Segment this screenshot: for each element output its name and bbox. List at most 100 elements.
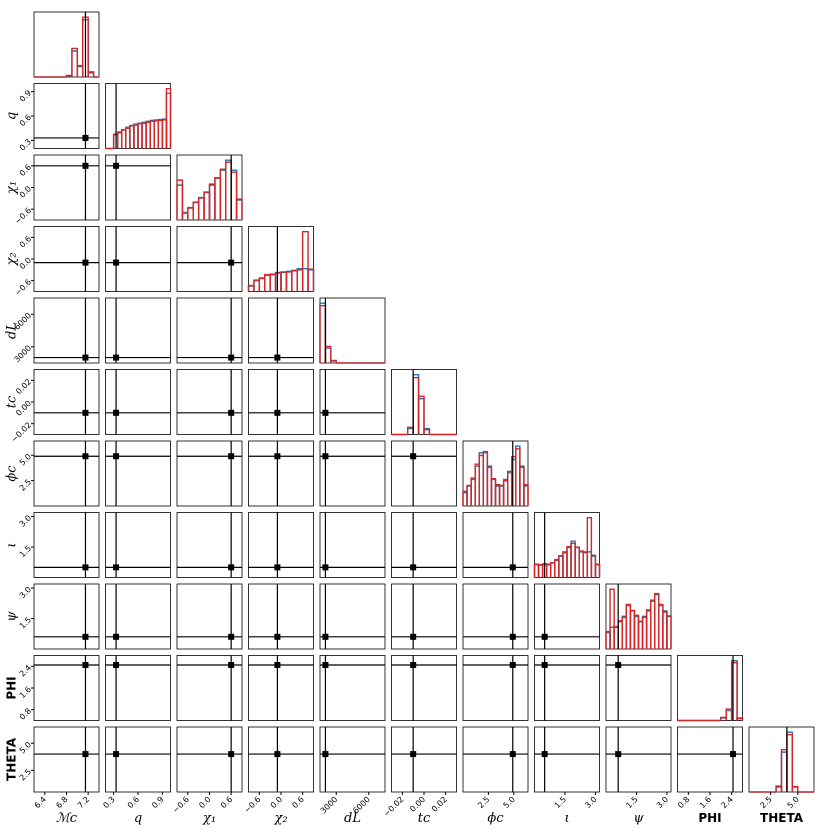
histogram-bin [786,731,794,792]
y-tick-label: 1.5 [18,544,33,559]
histogram-bin [609,588,615,649]
panel-frame [391,655,457,721]
histogram-bin [269,273,277,292]
histogram-bin [187,206,194,220]
truth-point [82,162,89,169]
x-axis-label: PHI [698,811,721,825]
panel-frame [105,440,171,507]
panel-frame [391,726,457,793]
y-axis-label: ϕc [5,465,20,482]
panel-frame [33,297,100,364]
histogram-bin [176,179,184,220]
panel-frame [319,512,386,578]
truth-point [113,453,120,460]
truth-point [322,633,329,640]
panel-frame [33,512,100,578]
histogram-bin [291,270,298,292]
panel-frame [105,655,171,721]
truth-point [322,409,329,416]
y-axis-label: tc [5,395,20,408]
y-axis-label: χ₁ [5,181,20,195]
panel-frame [391,512,457,578]
histogram-bin [730,661,738,721]
x-axis-label: ψ [633,811,644,826]
histogram-bin [225,159,232,220]
x-tick-label: 3.0 [583,795,598,810]
histogram-bin [253,279,261,292]
panel-frame [319,297,386,364]
x-tick-label: −0.6 [242,795,262,815]
histogram-bin [192,201,200,220]
histogram-bin [176,184,184,220]
x-axis-label: tc [418,811,431,826]
histogram-bin [230,169,238,220]
y-axis-label: ι [5,542,20,547]
y-tick-label: 3.0 [18,513,33,528]
histogram-bin [274,272,282,292]
truth-point [82,134,89,141]
panel-frame [319,440,386,507]
panel-frame [248,440,314,507]
y-tick-label: 1.5 [18,615,33,630]
x-tick-label: 5.0 [786,795,801,810]
histogram-bin [412,374,420,435]
truth-point [410,453,417,460]
histogram-bin [225,161,232,220]
truth-point [322,751,329,758]
y-tick-label: 0.6 [18,163,33,178]
truth-point [228,751,235,758]
panel-frame [33,83,100,149]
x-tick-label: 0.6 [219,795,234,810]
histogram-bin [319,302,327,363]
panel-frame [248,297,314,364]
histogram-bin [523,484,529,506]
truth-point [82,661,89,668]
truth-point [509,633,516,640]
panel-frame [176,512,243,578]
panel-frame [534,655,600,721]
y-tick-label: 0.6 [18,113,33,128]
panel-frame [33,369,100,435]
x-tick-label: 3000 [319,795,340,816]
y-tick-label: 0.8 [18,706,33,721]
histogram-bin [285,271,293,292]
histogram-bin [720,716,727,721]
histogram-bin [71,50,79,77]
histogram-bin [417,395,425,435]
x-tick-label: 0.02 [430,795,449,814]
y-tick-label: 5.0 [18,452,33,467]
histogram-bin [291,269,298,292]
histogram-bin [247,285,255,292]
histogram-bin [280,271,288,292]
truth-point [113,409,120,416]
panel-frame [33,440,100,507]
panel-frame [248,655,314,721]
panel-frame [105,226,171,292]
panel-frame [248,726,314,793]
histogram-bin [258,277,266,292]
histogram-bin [330,360,337,363]
histogram-bin [203,191,211,220]
histogram-bin [412,376,420,435]
histogram-bin [76,65,84,77]
panel-frame [176,297,243,364]
truth-point [410,564,417,571]
truth-point [82,409,89,416]
histogram-bin [197,196,205,220]
truth-point [541,751,548,758]
x-tick-label: 6.4 [33,795,48,810]
y-tick-label: −0.6 [13,277,33,297]
x-axis-label: χ₂ [273,811,287,826]
histogram-bin [791,786,799,792]
histogram-bin [423,429,431,435]
x-axis-label: ι [564,811,569,826]
panel-frame [534,583,600,650]
histogram-bin [253,279,261,292]
panel-frame [605,655,672,721]
x-axis-label: χ₁ [202,811,216,826]
panel-frame [105,583,171,650]
y-tick-label: 3000 [12,344,33,365]
x-tick-label: 3.0 [655,795,670,810]
y-tick-label: 2.5 [18,477,33,492]
x-axis-label: ϕc [487,811,504,826]
